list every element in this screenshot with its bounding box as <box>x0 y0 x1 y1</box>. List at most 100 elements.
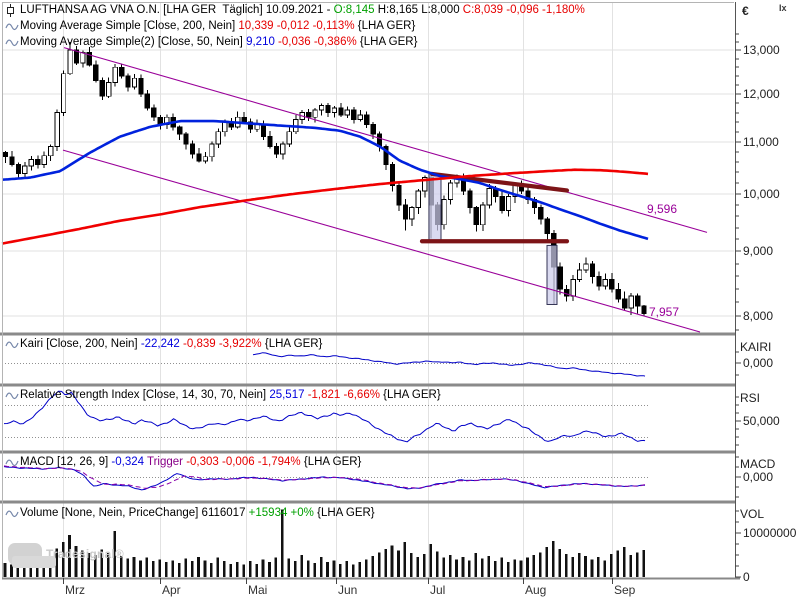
candle-body[interactable] <box>628 295 634 309</box>
candle-body[interactable] <box>28 158 34 167</box>
ma50-line[interactable] <box>1 119 649 241</box>
panel-separator[interactable] <box>0 383 735 387</box>
candle-body[interactable] <box>189 143 196 155</box>
panel-separator[interactable] <box>0 500 735 504</box>
candle-body[interactable] <box>144 93 151 109</box>
candle-body[interactable] <box>247 121 254 130</box>
rsi-line[interactable] <box>3 390 646 443</box>
channel-line-upper[interactable] <box>63 47 708 233</box>
candle-body[interactable] <box>570 279 576 297</box>
channel-line-lower[interactable] <box>62 149 701 333</box>
candle-body[interactable] <box>215 131 221 145</box>
candle-body[interactable] <box>41 155 47 165</box>
candle-body[interactable] <box>402 204 409 220</box>
candle-body[interactable] <box>583 263 589 271</box>
candle-body[interactable] <box>325 105 331 113</box>
candle-body[interactable] <box>202 156 209 162</box>
title-row[interactable]: LUFTHANSA AG VNA O.N. [LHA GER Täglich] … <box>5 3 585 17</box>
candle-body[interactable] <box>318 105 325 111</box>
candle-body[interactable] <box>312 109 318 118</box>
candle-body[interactable] <box>602 279 609 287</box>
ma50-legend-row[interactable]: Moving Average Simple(2) [Close, 50, Nei… <box>5 35 417 49</box>
candle-body[interactable] <box>538 207 544 220</box>
candle-body[interactable] <box>596 275 602 287</box>
candle-body[interactable] <box>306 112 312 118</box>
candle-body[interactable] <box>589 263 596 277</box>
candle-body[interactable] <box>338 107 344 116</box>
panel-separator[interactable] <box>0 332 735 336</box>
candle-body[interactable] <box>267 136 273 148</box>
candle-body[interactable] <box>505 196 512 211</box>
candle-body[interactable] <box>564 288 570 297</box>
candle-body[interactable] <box>9 156 15 165</box>
kairi-line[interactable] <box>252 352 646 377</box>
candle-body[interactable] <box>86 51 93 66</box>
candle-body[interactable] <box>15 164 22 174</box>
candle-body[interactable] <box>480 204 486 226</box>
candle-body[interactable] <box>370 123 376 135</box>
candle-body[interactable] <box>99 79 105 97</box>
candle-body[interactable] <box>209 143 215 158</box>
ma200-legend-row[interactable]: Moving Average Simple [Close, 200, Nein]… <box>5 19 415 33</box>
candle-body[interactable] <box>409 207 415 220</box>
candle-body[interactable] <box>634 295 641 307</box>
candle-body[interactable] <box>557 266 563 290</box>
candle-body[interactable] <box>222 121 228 133</box>
candle-body[interactable] <box>2 152 9 158</box>
candle-body[interactable] <box>447 182 454 200</box>
candle-body[interactable] <box>544 218 550 234</box>
candle-body[interactable] <box>280 143 286 155</box>
candle-body[interactable] <box>622 298 628 309</box>
macd-legend-row[interactable]: MACD [12, 26, 9] -0,324 Trigger -0,303 -… <box>5 455 361 469</box>
annotation-box[interactable] <box>546 244 558 305</box>
kairi-legend-row[interactable]: Kairi [Close, 200, Nein] -22,242 -0,839 … <box>5 337 322 351</box>
candle-body[interactable] <box>106 82 112 97</box>
candle-body[interactable] <box>351 109 357 121</box>
candle-body[interactable] <box>112 66 118 84</box>
candle-body[interactable] <box>641 305 647 314</box>
candle-body[interactable] <box>415 190 421 209</box>
candle-body[interactable] <box>125 75 131 88</box>
candle-body[interactable] <box>22 165 28 174</box>
candle-body[interactable] <box>176 126 183 135</box>
candle-body[interactable] <box>35 158 41 165</box>
candle-body[interactable] <box>60 73 67 113</box>
candle-body[interactable] <box>576 269 583 281</box>
annotation-box[interactable] <box>428 173 442 242</box>
candle-body[interactable] <box>260 123 267 138</box>
candle-body[interactable] <box>131 77 138 88</box>
candle-body[interactable] <box>73 49 80 64</box>
panel-separator[interactable] <box>0 450 735 454</box>
candle-body[interactable] <box>473 207 479 226</box>
macd-trigger-line[interactable] <box>3 465 646 489</box>
candle-body[interactable] <box>422 177 428 192</box>
candle-body[interactable] <box>357 114 363 121</box>
candle-body[interactable] <box>67 49 73 75</box>
candle-body[interactable] <box>118 66 125 77</box>
candle-body[interactable] <box>93 64 99 81</box>
candle-body[interactable] <box>499 196 505 211</box>
candle-body[interactable] <box>138 77 144 95</box>
candle-body[interactable] <box>80 51 86 64</box>
candle-body[interactable] <box>331 107 338 113</box>
candle-body[interactable] <box>467 190 473 209</box>
candle-body[interactable] <box>615 288 621 300</box>
candle-body[interactable] <box>151 107 157 118</box>
candle-body[interactable] <box>383 146 389 165</box>
candle-body[interactable] <box>609 279 615 290</box>
candle-body[interactable] <box>54 112 60 148</box>
candle-body[interactable] <box>486 187 492 206</box>
candle-body[interactable] <box>183 133 189 145</box>
ma200-line[interactable] <box>1 168 649 245</box>
candle-body[interactable] <box>364 114 370 125</box>
rsi-legend-row[interactable]: Relative Strength Index [Close, 14, 30, … <box>5 388 441 402</box>
candle-body[interactable] <box>344 109 350 116</box>
candle-body[interactable] <box>241 116 247 123</box>
candle-body[interactable] <box>286 131 292 145</box>
candle-body[interactable] <box>273 146 280 155</box>
candle-body[interactable] <box>396 185 402 206</box>
candle-body[interactable] <box>441 198 447 226</box>
candle-body[interactable] <box>389 164 396 187</box>
candle-body[interactable] <box>48 146 54 157</box>
